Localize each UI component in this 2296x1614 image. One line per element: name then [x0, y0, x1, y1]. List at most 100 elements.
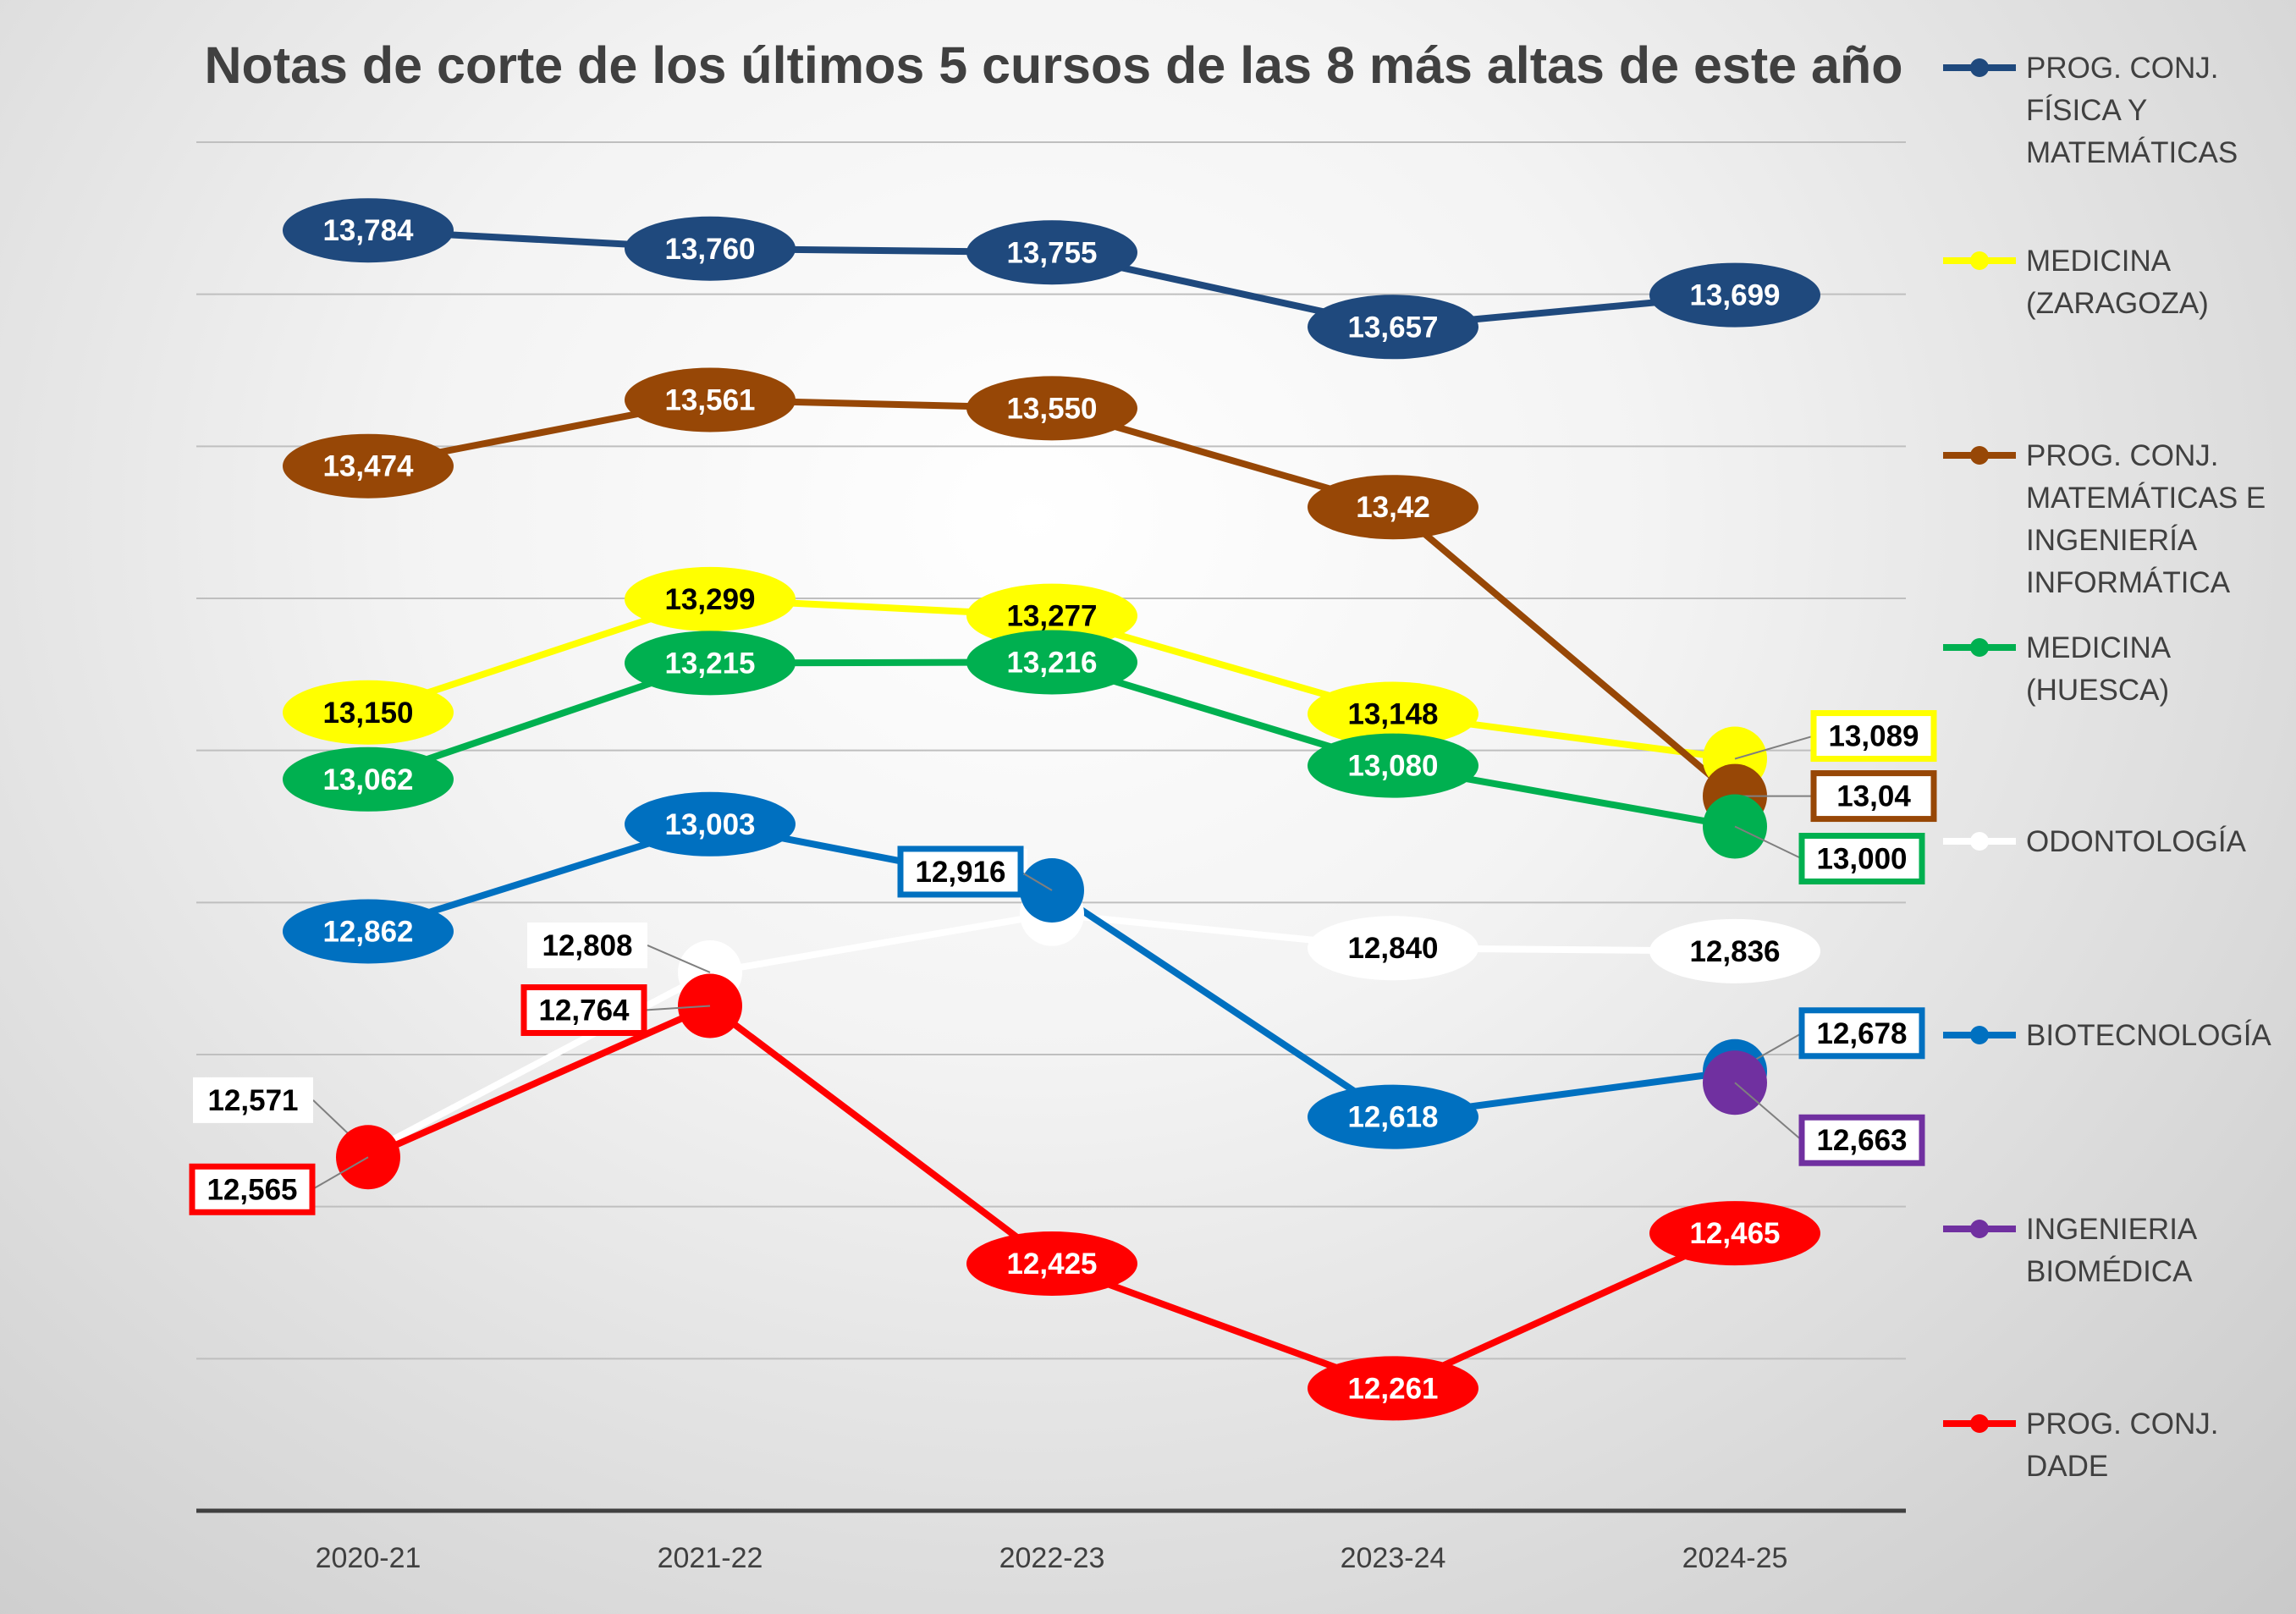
data-label: 12,663 [1816, 1124, 1907, 1157]
data-label-box [189, 1163, 316, 1215]
data-label: 13,299 [664, 583, 755, 616]
data-point [1308, 475, 1478, 540]
data-label: 12,862 [322, 915, 413, 948]
leader-line [1734, 825, 1803, 860]
legend-swatch-marker [1970, 832, 1989, 851]
x-tick-label: 2022-23 [999, 1542, 1105, 1574]
data-label-box [1798, 1114, 1925, 1166]
data-label: 13,003 [664, 808, 755, 841]
data-point [1649, 262, 1820, 328]
data-point [625, 216, 796, 281]
data-label: 13,000 [1816, 843, 1907, 876]
legend-label: MATEMÁTICAS [2026, 136, 2238, 169]
data-point [283, 899, 454, 964]
series-line [365, 1002, 1738, 1392]
data-point [1308, 733, 1478, 798]
data-label-box [897, 846, 1024, 898]
data-label: 12,764 [538, 994, 630, 1027]
data-label: 13,699 [1689, 279, 1780, 312]
data-point [966, 1231, 1137, 1297]
data-label: 13,148 [1347, 698, 1438, 731]
legend-label: MEDICINA [2026, 245, 2172, 278]
legend-label: BIOMÉDICA [2026, 1255, 2193, 1288]
data-label: 13,755 [1006, 236, 1097, 269]
data-point [283, 746, 454, 812]
legend-label: MEDICINA [2026, 631, 2172, 664]
data-label: 13,784 [322, 214, 414, 247]
legend-swatch-marker [1970, 1414, 1989, 1433]
legend-swatch-marker [1970, 58, 1989, 77]
data-label: 13,089 [1828, 720, 1919, 753]
legend-label: FÍSICA Y [2026, 94, 2147, 127]
data-point [625, 791, 796, 857]
data-label: 13,215 [664, 647, 755, 680]
legend-swatch-marker [1970, 251, 1989, 270]
legend-swatch-marker [1970, 1220, 1989, 1238]
data-label: 13,657 [1347, 311, 1438, 344]
leader-line [311, 1156, 369, 1191]
data-label-box [1810, 710, 1937, 763]
data-label: 13,42 [1356, 491, 1430, 524]
data-label: 12,565 [206, 1173, 297, 1206]
x-tick-label: 2020-21 [316, 1542, 421, 1574]
legend-label: (ZARAGOZA) [2026, 287, 2209, 320]
data-point [1649, 918, 1820, 983]
legend-item: MEDICINA (HUESCA) [1943, 631, 2172, 707]
data-label-box [527, 922, 647, 968]
data-point [283, 433, 454, 499]
data-point [625, 631, 796, 696]
data-point [625, 566, 796, 631]
leader-line [1020, 871, 1053, 891]
legend: PROG. CONJ. FÍSICA Y MATEMÁTICAS MEDICINA (Z… [1943, 52, 2271, 1483]
data-label: 12,618 [1347, 1101, 1438, 1134]
data-label: 13,150 [322, 697, 413, 730]
chart-title: Notas de corte de los últimos 5 cursos d… [205, 36, 1903, 94]
data-label-box [1798, 833, 1925, 884]
data-label-box [520, 984, 647, 1037]
legend-swatch-marker [1970, 1026, 1989, 1044]
leader-line [1734, 735, 1814, 760]
legend-label: PROG. CONJ. [2026, 439, 2219, 472]
x-tick-label: 2024-25 [1682, 1542, 1788, 1574]
data-label: 12,571 [207, 1084, 298, 1117]
data-point [966, 630, 1137, 695]
legend-swatch-marker [1970, 446, 1989, 465]
legend-item: PROG. CONJ. MATEMÁTICAS E INGENIERÍA INFORM… [1943, 439, 2266, 599]
legend-swatch-marker [1970, 638, 1989, 657]
gridlines: 2020-21 2021-22 2022-23 2023-24 2024-25 [196, 141, 1906, 1574]
series-layer: 13,784 13,760 13,755 13,657 13,699 13,150 13,2… [189, 198, 1937, 1421]
data-label: 13,474 [322, 450, 414, 483]
legend-item: BIOTECNOLOGÍA [1943, 1019, 2271, 1052]
legend-label: PROG. CONJ. [2026, 52, 2219, 85]
legend-label: INGENIERÍA [2026, 524, 2198, 557]
legend-label: DADE [2026, 1450, 2108, 1483]
data-point [1308, 916, 1478, 981]
data-label: 12,425 [1006, 1248, 1097, 1281]
data-label: 13,062 [322, 763, 413, 796]
data-label: 13,04 [1836, 780, 1911, 813]
legend-label: INFORMÁTICA [2026, 566, 2231, 599]
data-label: 13,216 [1006, 646, 1097, 679]
legend-item: INGENIERIA BIOMÉDICA [1943, 1213, 2198, 1288]
data-point [283, 198, 454, 263]
legend-item: PROG. CONJ. DADE [1943, 1407, 2219, 1483]
data-point [1308, 1084, 1478, 1149]
data-label: 12,808 [542, 929, 632, 962]
data-label: 13,080 [1347, 750, 1438, 783]
data-label: 12,261 [1347, 1372, 1438, 1405]
data-label-box [1798, 1007, 1925, 1060]
legend-item: MEDICINA (ZARAGOZA) [1943, 245, 2209, 320]
legend-label: BIOTECNOLOGÍA [2026, 1019, 2271, 1052]
legend-item: PROG. CONJ. FÍSICA Y MATEMÁTICAS [1943, 52, 2238, 169]
data-point [966, 220, 1137, 285]
data-point [1308, 1356, 1478, 1421]
leader-line [647, 945, 711, 973]
data-label: 13,277 [1006, 600, 1097, 633]
data-label: 13,561 [664, 384, 755, 417]
data-label: 12,465 [1689, 1217, 1780, 1250]
legend-label: PROG. CONJ. [2026, 1407, 2219, 1440]
data-point [625, 367, 796, 432]
x-tick-label: 2021-22 [658, 1542, 763, 1574]
